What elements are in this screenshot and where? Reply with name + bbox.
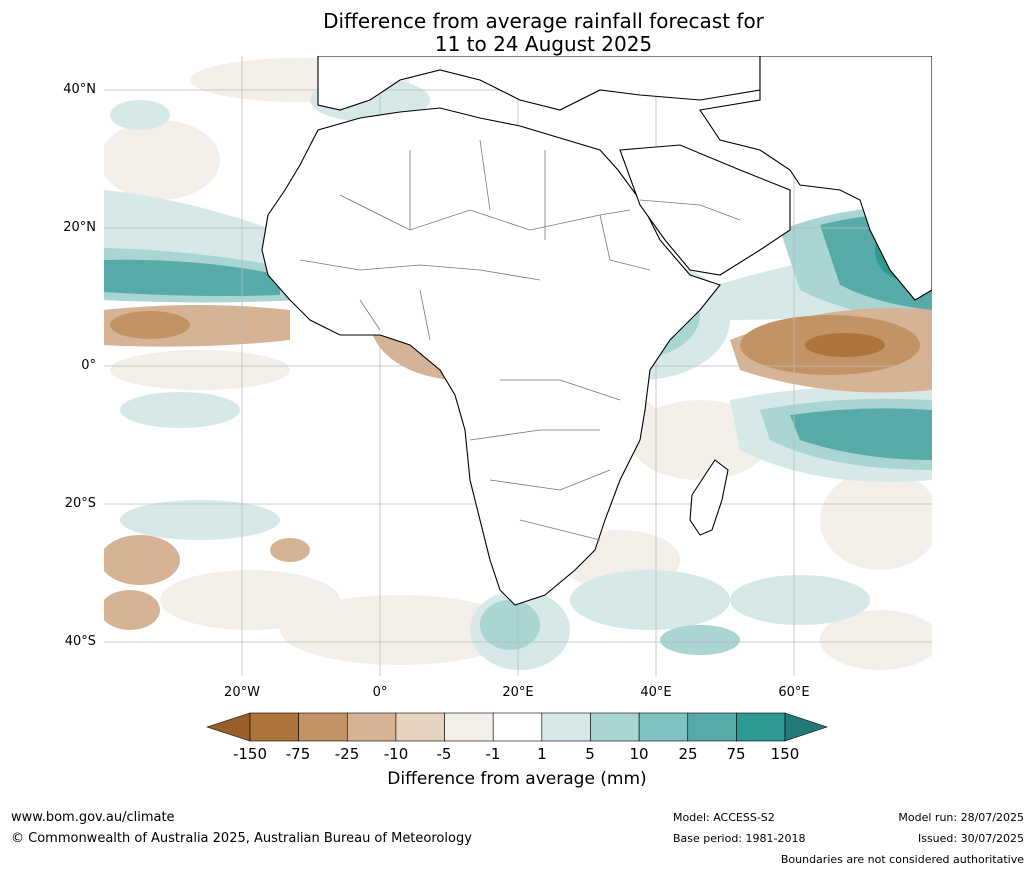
lon-label-60e: 60°E <box>778 685 810 700</box>
colorbar-arrow-high <box>784 712 828 742</box>
footer-disclaimer: Boundaries are not considered authoritat… <box>780 853 1024 866</box>
colorbar-tick: 5 <box>585 745 595 763</box>
lat-label-0: 0° <box>81 358 96 373</box>
map-title: Difference from average rainfall forecas… <box>0 10 1035 56</box>
lat-label-20s: 20°S <box>64 496 96 511</box>
colorbar-arrow-low <box>206 712 251 742</box>
colorbar-tick: 75 <box>726 745 746 763</box>
colorbar-tick: 1 <box>537 745 547 763</box>
title-line-2: 11 to 24 August 2025 <box>434 32 653 56</box>
colorbar-swatch <box>298 712 348 742</box>
colorbar-swatch <box>395 712 445 742</box>
lat-label-40n: 40°N <box>63 82 96 97</box>
colorbar-swatch <box>590 712 640 742</box>
country-borders <box>299 139 741 541</box>
colorbar-tick: -25 <box>334 745 360 763</box>
lon-label-20e: 20°E <box>502 685 534 700</box>
colorbar-tick: 150 <box>770 745 800 763</box>
land-masses <box>261 56 932 606</box>
colorbar-swatch <box>736 712 786 742</box>
lat-label-20n: 20°N <box>63 220 96 235</box>
map-area <box>104 56 932 676</box>
colorbar-tick: -10 <box>383 745 409 763</box>
lon-label-40e: 40°E <box>640 685 672 700</box>
colorbar-swatch <box>687 712 737 742</box>
colorbar-tick: 25 <box>678 745 698 763</box>
footer-copyright: © Commonwealth of Australia 2025, Austra… <box>11 831 472 846</box>
colorbar-label: Difference from average (mm) <box>387 769 647 789</box>
lat-label-40s: 40°S <box>64 634 96 649</box>
colorbar <box>206 712 828 742</box>
colorbar-tick: -75 <box>285 745 311 763</box>
colorbar-swatch <box>444 712 494 742</box>
madagascar-outline <box>689 459 729 536</box>
lon-label-20w: 20°W <box>224 685 260 700</box>
colorbar-swatch <box>492 712 543 742</box>
colorbar-swatch <box>638 712 689 742</box>
colorbar-swatch <box>346 712 397 742</box>
footer-issued: Issued: 30/07/2025 <box>917 832 1024 845</box>
colorbar-tick: -1 <box>485 745 501 763</box>
colorbar-tick: 10 <box>629 745 649 763</box>
colorbar-tick: -150 <box>232 745 268 763</box>
lon-label-0: 0° <box>372 685 388 700</box>
very-strong-dry-areas <box>805 333 885 357</box>
colorbar-swatch <box>249 712 299 742</box>
europe-outline <box>317 56 761 111</box>
arabia-outline <box>619 144 791 276</box>
footer-url: www.bom.gov.au/climate <box>11 810 175 825</box>
asia-outline <box>699 56 932 301</box>
footer-model-run: Model run: 28/07/2025 <box>898 811 1024 824</box>
footer-base-period: Base period: 1981-2018 <box>673 832 806 845</box>
africa-outline <box>261 107 721 606</box>
colorbar-swatch <box>541 712 591 742</box>
colorbar-tick: -5 <box>436 745 452 763</box>
footer-model: Model: ACCESS-S2 <box>673 811 775 824</box>
title-line-1: Difference from average rainfall forecas… <box>323 9 764 33</box>
